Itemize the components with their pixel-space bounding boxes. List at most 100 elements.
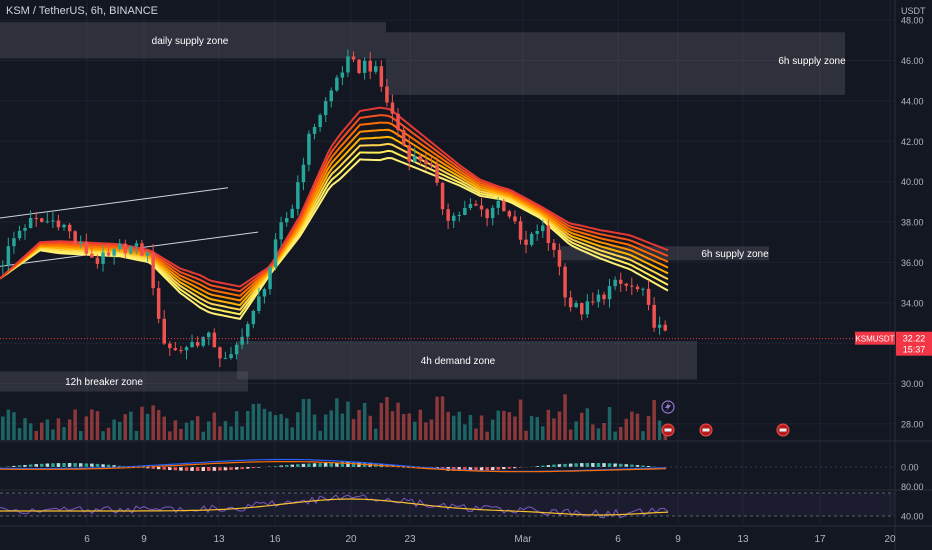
- volume-bar-58: [323, 414, 328, 440]
- volume-bar-17: [95, 411, 100, 440]
- volume-bar-18: [101, 431, 105, 440]
- candle-body-72: [401, 130, 406, 146]
- rsi-lower-label: 40.00: [901, 512, 924, 522]
- candle-body-115: [641, 288, 645, 290]
- macd-hist-18: [101, 464, 105, 467]
- volume-bar-13: [73, 409, 77, 440]
- candle-body-61: [340, 72, 345, 78]
- candle-body-117: [652, 304, 656, 328]
- volume-bar-39: [218, 426, 222, 440]
- ema-ribbon-line-7: [0, 106, 669, 288]
- candle-body-63: [351, 56, 356, 60]
- macd-hist-21: [118, 465, 122, 467]
- candle-body-26: [145, 252, 150, 256]
- candle-body-42: [234, 344, 239, 355]
- macd-hist-42: [234, 467, 239, 470]
- macd-hist-53: [296, 464, 300, 467]
- macd-hist-41: [229, 467, 233, 470]
- volume-bar-27: [151, 405, 155, 440]
- volume-bar-115: [641, 431, 645, 440]
- volume-bar-54: [301, 399, 306, 440]
- volume-bar-28: [156, 409, 161, 440]
- macd-hist-101: [563, 463, 567, 467]
- volume-bar-34: [190, 420, 194, 440]
- x-tick-label-5: 23: [404, 534, 416, 545]
- candle-body-6: [34, 218, 38, 219]
- volume-bar-106: [591, 424, 595, 440]
- candle-body-83: [463, 207, 467, 215]
- candle-body-100: [557, 249, 562, 267]
- volume-bar-62: [346, 401, 350, 440]
- macd-hist-86: [479, 467, 484, 471]
- candle-body-66: [368, 60, 372, 72]
- candle-body-96: [535, 231, 539, 234]
- candle-body-9: [51, 220, 55, 222]
- candle-body-58: [323, 101, 328, 116]
- volume-bar-26: [145, 413, 150, 440]
- volume-bar-24: [134, 431, 139, 440]
- volume-bar-0: [1, 416, 5, 440]
- volume-bar-49: [273, 415, 278, 440]
- symbol-tag: KSMUSDT: [855, 335, 894, 344]
- volume-bar-55: [307, 398, 311, 440]
- rsi-ma-line: [0, 498, 669, 516]
- volume-bar-102: [568, 429, 573, 440]
- candles-layer: [0, 49, 895, 368]
- candle-body-18: [101, 252, 105, 264]
- macd-hist-83: [463, 467, 467, 471]
- price-label-value: 32.22: [903, 334, 926, 344]
- volume-bar-111: [619, 427, 623, 440]
- macd-hist-10: [56, 463, 61, 467]
- candle-body-45: [251, 311, 256, 325]
- volume-bar-36: [201, 431, 205, 440]
- volume-bar-59: [329, 410, 333, 440]
- volume-bar-35: [195, 416, 200, 440]
- macd-hist-78: [435, 467, 439, 469]
- y-tick-label-7: 42.00: [901, 137, 924, 147]
- volume-bar-41: [229, 426, 233, 440]
- volume-bar-43: [240, 426, 244, 440]
- volume-bar-85: [474, 428, 478, 440]
- volume-bar-29: [162, 416, 166, 440]
- volume-bar-14: [79, 431, 83, 440]
- candle-body-98: [546, 225, 551, 243]
- candle-body-116: [646, 288, 651, 305]
- candle-body-33: [184, 347, 189, 351]
- volume-bar-66: [368, 415, 372, 440]
- macd-hist-3: [17, 465, 22, 467]
- candle-body-38: [212, 332, 217, 348]
- candle-body-8: [45, 221, 50, 223]
- macd-hist-50: [279, 465, 283, 467]
- candle-body-17: [95, 257, 100, 264]
- ema-ribbon-line-5: [0, 121, 669, 297]
- volume-bar-94: [524, 430, 528, 440]
- candle-body-1: [6, 246, 11, 266]
- candle-body-41: [229, 354, 233, 359]
- candle-body-3: [17, 230, 22, 239]
- macd-hist-17: [95, 463, 100, 467]
- macd-hist-5: [28, 464, 33, 467]
- candle-body-52: [290, 208, 294, 218]
- candle-body-36: [201, 337, 205, 346]
- candle-body-71: [396, 113, 400, 130]
- symbol-tag-bg: [855, 331, 895, 345]
- macd-hist-103: [574, 463, 578, 467]
- candle-body-39: [218, 347, 222, 359]
- candle-body-15: [84, 241, 89, 254]
- candle-body-29: [162, 318, 166, 344]
- volume-bar-90: [502, 410, 506, 440]
- candle-body-93: [518, 221, 523, 240]
- macd-hist-44: [246, 467, 250, 469]
- macd-hist-89: [496, 467, 500, 470]
- candle-body-24: [134, 243, 139, 247]
- macd-hist-100: [557, 464, 562, 467]
- candle-body-99: [552, 243, 556, 250]
- volume-bar-98: [546, 409, 551, 440]
- macd-hist-97: [541, 465, 545, 467]
- macd-hist-110: [613, 463, 617, 467]
- volume-bar-82: [457, 411, 461, 440]
- zone-4: [0, 371, 248, 392]
- candle-body-21: [118, 243, 122, 249]
- macd-hist-79: [440, 467, 445, 469]
